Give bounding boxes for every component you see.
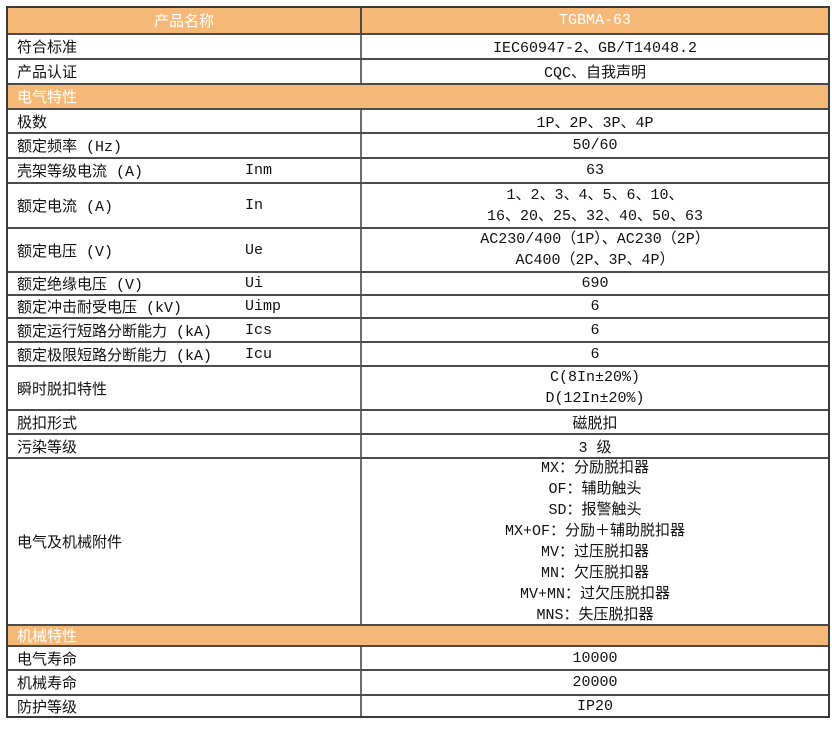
row-label: 符合标准	[8, 35, 362, 58]
accessory-item: MX：分励脱扣器	[540, 459, 649, 477]
row-value: IP20	[576, 697, 613, 715]
row-value: IEC60947-2、GB/T14048.2	[492, 40, 698, 57]
product-name-header: 产品名称	[8, 8, 362, 33]
accessory-item: SD：报警触头	[548, 501, 642, 519]
row-value: 3 级	[578, 439, 612, 457]
row-symbol: Icu	[245, 345, 273, 363]
row-label: 壳架等级电流 (A)	[17, 164, 144, 181]
row-label: 电气寿命	[8, 647, 362, 669]
row-value: 10000	[572, 649, 618, 667]
section-mechanical-characteristics: 机械特性	[8, 626, 828, 647]
row-rated-current: 额定电流 (A) In 1、2、3、4、5、6、10、 16、20、25、32、…	[8, 184, 828, 229]
row-value-line: 16、20、25、32、40、50、63	[486, 207, 704, 225]
row-label: 额定频率 (Hz)	[8, 134, 362, 157]
row-label: 额定极限短路分断能力 (kA)	[17, 347, 213, 365]
row-label: 极数	[8, 110, 362, 132]
row-value-line: AC400（2P、3P、4P）	[515, 252, 675, 269]
row-value: 6	[590, 298, 600, 315]
table-header-row: 产品名称 TGBMA-63	[8, 8, 828, 35]
row-label: 脱扣形式	[8, 411, 362, 433]
row-label: 电气及机械附件	[8, 459, 362, 624]
row-service-breaking-capacity: 额定运行短路分断能力 (kA) Ics 6	[8, 319, 828, 343]
product-model: TGBMA-63	[558, 12, 631, 29]
row-label: 瞬时脱扣特性	[8, 367, 362, 409]
row-value: 690	[581, 275, 609, 292]
row-value: 6	[590, 345, 600, 363]
row-label: 防护等级	[8, 696, 362, 717]
row-symbol: Uimp	[245, 298, 282, 315]
row-ultimate-breaking-capacity: 额定极限短路分断能力 (kA) Icu 6	[8, 343, 828, 367]
row-label: 额定绝缘电压 (V)	[17, 277, 144, 294]
row-value: 50/60	[572, 137, 618, 154]
row-accessories: 电气及机械附件 MX：分励脱扣器 OF：辅助触头 SD：报警触头 MX+OF：分…	[8, 459, 828, 626]
row-symbol: Ue	[245, 241, 264, 259]
section-electrical-characteristics: 电气特性	[8, 85, 828, 110]
accessory-item: MNS：失压脱扣器	[536, 606, 654, 624]
row-value: CQC、自我声明	[543, 65, 646, 82]
row-label: 污染等级	[8, 435, 362, 457]
accessory-item: OF：辅助触头	[548, 480, 642, 498]
row-electrical-life: 电气寿命 10000	[8, 647, 828, 671]
row-label: 机械寿命	[8, 671, 362, 694]
row-label: 额定电压 (V)	[17, 243, 114, 261]
row-label: 产品认证	[8, 60, 362, 83]
row-impulse-withstand-voltage: 额定冲击耐受电压 (kV) Uimp 6	[8, 296, 828, 319]
row-symbol: Inm	[245, 162, 273, 179]
row-value-line: D(12In±20%)	[545, 390, 645, 407]
row-protection-degree: 防护等级 IP20	[8, 696, 828, 717]
row-value: 6	[590, 321, 600, 339]
row-instantaneous-trip: 瞬时脱扣特性 C(8In±20%) D(12In±20%)	[8, 367, 828, 411]
row-value: 63	[585, 162, 604, 179]
row-frame-current: 壳架等级电流 (A) Inm 63	[8, 159, 828, 184]
row-insulation-voltage: 额定绝缘电压 (V) Ui 690	[8, 273, 828, 296]
row-rated-frequency: 额定频率 (Hz) 50/60	[8, 134, 828, 159]
row-pollution-degree: 污染等级 3 级	[8, 435, 828, 459]
row-poles: 极数 1P、2P、3P、4P	[8, 110, 828, 134]
accessory-item: MX+OF：分励＋辅助脱扣器	[504, 522, 685, 540]
row-value-line: 1、2、3、4、5、6、10、	[506, 186, 684, 204]
accessory-item: MV+MN：过欠压脱扣器	[519, 585, 670, 603]
row-value-line: AC230/400（1P）、AC230（2P）	[480, 231, 710, 248]
row-trip-type: 脱扣形式 磁脱扣	[8, 411, 828, 435]
accessory-item: MN：欠压脱扣器	[540, 564, 649, 582]
row-value: 磁脱扣	[572, 415, 618, 433]
accessory-item: MV：过压脱扣器	[540, 543, 649, 561]
row-value-line: C(8In±20%)	[549, 369, 640, 386]
row-symbol: Ui	[245, 275, 264, 292]
row-symbol: In	[245, 197, 264, 214]
row-standards: 符合标准 IEC60947-2、GB/T14048.2	[8, 35, 828, 60]
row-mechanical-life: 机械寿命 20000	[8, 671, 828, 696]
row-value: 20000	[572, 674, 618, 691]
row-value: 1P、2P、3P、4P	[536, 114, 654, 132]
row-symbol: Ics	[245, 321, 273, 339]
row-label: 额定冲击耐受电压 (kV)	[17, 300, 183, 317]
row-certification: 产品认证 CQC、自我声明	[8, 60, 828, 85]
row-label: 额定运行短路分断能力 (kA)	[17, 323, 213, 341]
row-label: 额定电流 (A)	[17, 199, 114, 216]
row-rated-voltage: 额定电压 (V) Ue AC230/400（1P）、AC230（2P） AC40…	[8, 229, 828, 273]
product-spec-table: 产品名称 TGBMA-63 符合标准 IEC60947-2、GB/T14048.…	[6, 6, 830, 718]
